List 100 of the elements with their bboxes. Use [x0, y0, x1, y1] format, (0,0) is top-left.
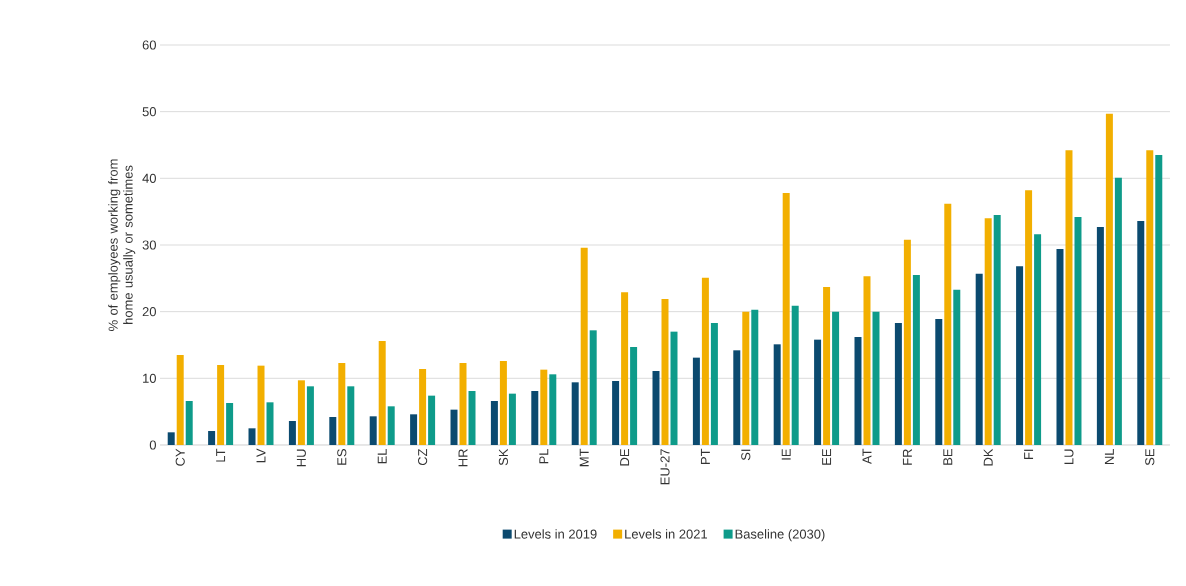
- bar: [742, 311, 750, 445]
- bar: [387, 406, 395, 445]
- x-tick-label: HU: [296, 449, 306, 467]
- x-tick-label: MT: [579, 448, 589, 467]
- bar: [832, 311, 840, 445]
- bar: [248, 428, 256, 445]
- bar: [612, 380, 620, 445]
- bar: [782, 192, 790, 445]
- bar: [1065, 150, 1073, 445]
- x-tick-label: LV: [256, 448, 266, 463]
- bar: [814, 339, 822, 445]
- y-tick-label: 30: [142, 240, 156, 250]
- bar: [580, 247, 588, 445]
- bar: [499, 360, 507, 445]
- bar: [410, 414, 418, 445]
- bar: [701, 277, 709, 445]
- bar: [549, 374, 557, 445]
- x-tick-label: EE: [822, 449, 832, 465]
- bar: [944, 203, 952, 445]
- bar: [621, 292, 629, 445]
- bar: [935, 318, 943, 445]
- x-tick-label: ES: [337, 449, 347, 465]
- legend-label: Levels in 2021: [625, 529, 708, 539]
- bar: [692, 357, 700, 445]
- legend-label: Levels in 2019: [514, 529, 597, 539]
- x-tick-label: DK: [983, 448, 993, 466]
- x-tick-label: FI: [1024, 449, 1034, 459]
- bar: [984, 218, 992, 445]
- bar: [306, 386, 314, 445]
- bar: [257, 365, 265, 445]
- bar: [288, 420, 296, 445]
- bar: [823, 286, 831, 445]
- bar: [329, 416, 337, 445]
- bar: [450, 409, 458, 445]
- x-tick-label: IE: [781, 449, 791, 460]
- x-tick-label: DE: [620, 449, 630, 466]
- y-tick-label: 50: [142, 107, 156, 117]
- bar: [751, 309, 759, 445]
- bar: [1137, 220, 1145, 445]
- bar: [1025, 190, 1033, 445]
- bar: [226, 402, 234, 445]
- bar: [1016, 266, 1024, 445]
- y-tick-label: 10: [143, 373, 156, 383]
- bar: [266, 402, 274, 445]
- bar: [872, 311, 880, 445]
- bar: [589, 330, 597, 445]
- bar: [710, 322, 718, 445]
- x-tick-label: PT: [700, 448, 710, 464]
- bar: [419, 368, 427, 445]
- bar: [1074, 216, 1082, 445]
- bar: [571, 382, 579, 445]
- x-tick-label: EL: [377, 448, 387, 464]
- bar: [661, 298, 669, 445]
- bar: [508, 393, 516, 445]
- bar: [540, 369, 548, 445]
- legend-label: Baseline (2030): [735, 529, 825, 542]
- bar: [1034, 234, 1042, 445]
- y-tick-label: 60: [142, 40, 156, 50]
- x-tick-label: SE: [1145, 449, 1155, 466]
- x-tick-label: NL: [1104, 448, 1114, 464]
- bar: [428, 395, 436, 445]
- bar: [1056, 248, 1064, 445]
- x-tick-label: LU: [1064, 449, 1074, 464]
- bar: [459, 362, 467, 445]
- bar: [1096, 226, 1104, 445]
- bar: [953, 289, 961, 445]
- x-tick-label: EU-27: [660, 449, 670, 485]
- bar: [733, 350, 741, 445]
- bar: [652, 370, 660, 445]
- bar: [531, 390, 539, 445]
- x-tick-label: PL: [539, 448, 549, 464]
- bar: [894, 322, 902, 445]
- x-tick-label: AT: [862, 448, 872, 465]
- bar: [630, 346, 638, 445]
- bar: [670, 331, 678, 445]
- bar: [176, 354, 184, 445]
- bar: [1146, 150, 1154, 445]
- bar: [468, 390, 476, 445]
- y-tick-label: 0: [149, 440, 156, 450]
- bar: [185, 400, 193, 445]
- x-tick-label: CZ: [418, 448, 428, 466]
- bar: [338, 362, 346, 445]
- bar: [993, 214, 1001, 445]
- bar: [975, 273, 983, 445]
- bar: [1155, 154, 1163, 445]
- bar: [347, 386, 355, 445]
- bar: [791, 305, 799, 445]
- bar: [378, 340, 386, 445]
- bar: [167, 432, 175, 445]
- bar: [208, 430, 216, 445]
- bar: [903, 239, 911, 445]
- x-tick-label: SI: [741, 449, 751, 461]
- bar: [369, 416, 377, 445]
- bar: [912, 274, 920, 445]
- bar: [773, 344, 781, 445]
- x-tick-label: LT: [216, 448, 226, 462]
- x-tick-label: CY: [175, 448, 185, 466]
- x-tick-label: BE: [943, 449, 953, 465]
- y-tick-label: 40: [142, 173, 156, 183]
- bar: [490, 400, 498, 445]
